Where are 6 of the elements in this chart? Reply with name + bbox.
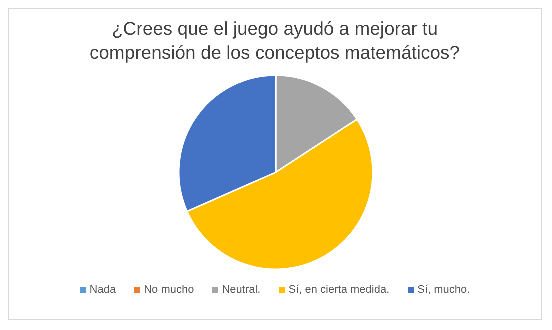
legend-label: Sí, mucho. [416,284,470,296]
legend-label: Nada [88,284,116,296]
legend-label: Sí, en cierta medida. [288,284,390,296]
legend-label: Neutral. [221,284,261,296]
chart-title: ¿Crees que el juego ayudó a mejorar tu comprensión de los conceptos matemáticos? [88,17,462,65]
legend-label: No mucho [143,284,194,296]
